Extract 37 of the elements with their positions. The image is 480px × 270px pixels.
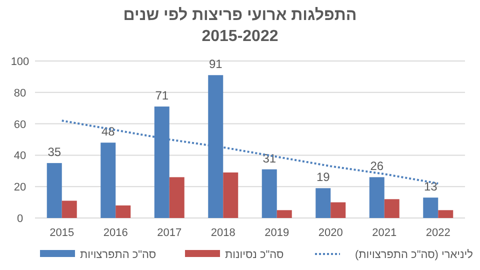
bar [330, 202, 346, 218]
data-label: 19 [316, 170, 330, 184]
data-label: 26 [370, 159, 384, 174]
y-tick-label: 60 [14, 118, 26, 131]
legend-label: סה"כ התפרצויות [80, 249, 156, 261]
bar [262, 169, 277, 218]
bar [46, 163, 62, 218]
bar [223, 172, 238, 218]
data-label: 71 [155, 88, 169, 103]
data-label: 91 [208, 57, 223, 72]
data-label: 35 [48, 145, 62, 160]
y-tick-label: 40 [14, 150, 26, 162]
x-tick-label: 2021 [372, 227, 397, 239]
bar [316, 188, 331, 218]
x-tick-label: 2015 [50, 227, 74, 239]
bar [116, 205, 131, 218]
y-tick-label: 20 [14, 182, 26, 194]
bar [384, 199, 400, 218]
x-tick-label: 2017 [157, 227, 182, 239]
bar [100, 142, 116, 218]
x-tick-label: 2018 [210, 227, 236, 239]
y-tick-label: 0 [16, 213, 24, 225]
bar [423, 198, 438, 218]
y-tick-label: 100 [10, 56, 30, 68]
x-tick-label: 2016 [103, 227, 128, 239]
y-tick-label: 80 [14, 87, 26, 100]
x-tick-label: 2022 [426, 227, 450, 239]
bar [62, 200, 77, 218]
bar [169, 177, 184, 218]
x-tick-label: 2019 [264, 227, 290, 239]
bar [369, 177, 384, 218]
legend-label: סה"כ נסיונות [225, 249, 284, 261]
legend-label: ליניארי (סה"כ התפרצויות) [355, 249, 474, 261]
x-tick-label: 2020 [318, 227, 343, 239]
data-label: 13 [424, 180, 438, 194]
bar [276, 210, 292, 218]
bar [438, 210, 454, 218]
